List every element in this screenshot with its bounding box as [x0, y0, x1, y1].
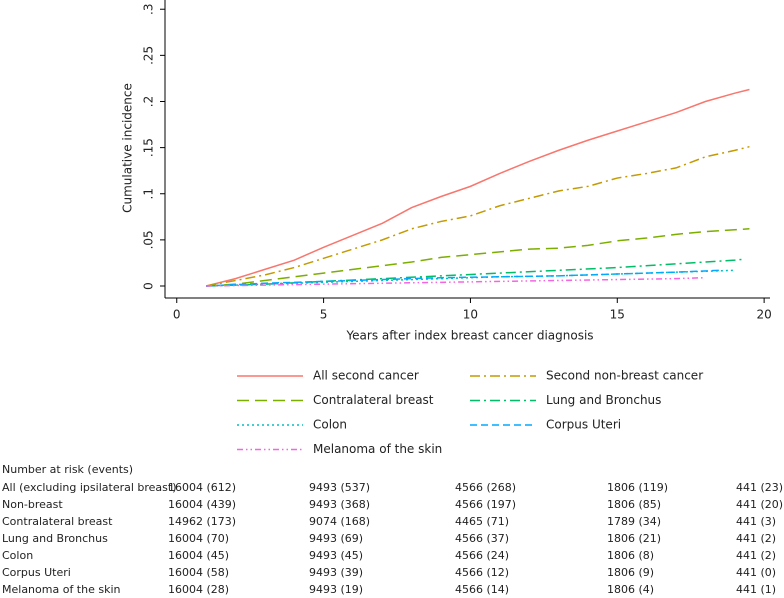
risk-cell: 9493 (69) [309, 532, 363, 545]
risk-row-label: Colon [2, 549, 33, 562]
risk-cell: 4566 (37) [455, 532, 509, 545]
risk-cell: 16004 (58) [168, 566, 229, 579]
risk-cell: 4566 (268) [455, 481, 516, 494]
risk-cell: 441 (20) [736, 498, 783, 511]
risk-cell: 1806 (119) [607, 481, 668, 494]
y-tick-label: .25 [142, 46, 156, 65]
risk-cell: 441 (0) [736, 566, 776, 579]
risk-cell: 4465 (71) [455, 515, 509, 528]
risk-row-label: Melanoma of the skin [2, 583, 121, 596]
y-tick-label: .3 [142, 3, 156, 14]
risk-cell: 1806 (21) [607, 532, 661, 545]
risk-row-label: Lung and Bronchus [2, 532, 108, 545]
legend-label: Lung and Bronchus [546, 393, 661, 407]
legend-label: Contralateral breast [313, 393, 434, 407]
y-axis-label: Cumulative incidence [121, 83, 135, 213]
series-line [205, 145, 750, 287]
risk-cell: 9074 (168) [309, 515, 370, 528]
risk-row-label: Corpus Uteri [2, 566, 71, 579]
risk-cell: 4566 (12) [455, 566, 509, 579]
risk-cell: 441 (2) [736, 532, 776, 545]
risk-cell: 1806 (4) [607, 583, 654, 596]
risk-row-label: Non-breast [2, 498, 63, 511]
legend-label: Second non-breast cancer [546, 369, 703, 383]
x-axis-label: Years after index breast cancer diagnosi… [345, 329, 593, 343]
y-tick-label: 0 [142, 282, 156, 290]
legend-label: Melanoma of the skin [313, 442, 442, 456]
risk-cell: 4566 (197) [455, 498, 516, 511]
y-tick-label: .15 [142, 138, 156, 157]
x-tick-label: 10 [463, 308, 478, 322]
risk-cell: 441 (1) [736, 583, 776, 596]
series-line [205, 88, 750, 287]
risk-row-label: All (excluding ipsilateral breast) [2, 481, 177, 494]
legend-label: Colon [313, 418, 347, 432]
risk-row-label: Contralateral breast [2, 515, 113, 528]
risk-cell: 16004 (28) [168, 583, 229, 596]
legend-label: All second cancer [313, 369, 419, 383]
risk-cell: 16004 (45) [168, 549, 229, 562]
risk-cell: 9493 (368) [309, 498, 370, 511]
risk-cell: 16004 (612) [168, 481, 236, 494]
risk-cell: 9493 (39) [309, 566, 363, 579]
risk-cell: 441 (2) [736, 549, 776, 562]
x-tick-label: 15 [610, 308, 625, 322]
y-tick-label: .05 [142, 230, 156, 249]
risk-cell: 1789 (34) [607, 515, 661, 528]
risk-cell: 16004 (439) [168, 498, 236, 511]
risk-cell: 1806 (85) [607, 498, 661, 511]
risk-cell: 441 (23) [736, 481, 783, 494]
risk-cell: 16004 (70) [168, 532, 229, 545]
risk-cell: 4566 (14) [455, 583, 509, 596]
risk-cell: 9493 (537) [309, 481, 370, 494]
risk-cell: 9493 (19) [309, 583, 363, 596]
x-tick-label: 5 [320, 308, 328, 322]
y-tick-label: .1 [142, 188, 156, 199]
risk-table-title: Number at risk (events) [2, 463, 133, 476]
risk-cell: 1806 (8) [607, 549, 654, 562]
x-tick-label: 20 [756, 308, 771, 322]
risk-cell: 4566 (24) [455, 549, 509, 562]
risk-cell: 14962 (173) [168, 515, 236, 528]
series-line [206, 269, 721, 287]
series-line [206, 228, 750, 287]
risk-cell: 1806 (9) [607, 566, 654, 579]
legend-label: Corpus Uteri [546, 418, 621, 432]
x-tick-label: 0 [173, 308, 181, 322]
y-tick-label: .2 [142, 96, 156, 107]
risk-cell: 441 (3) [736, 515, 776, 528]
risk-cell: 9493 (45) [309, 549, 363, 562]
